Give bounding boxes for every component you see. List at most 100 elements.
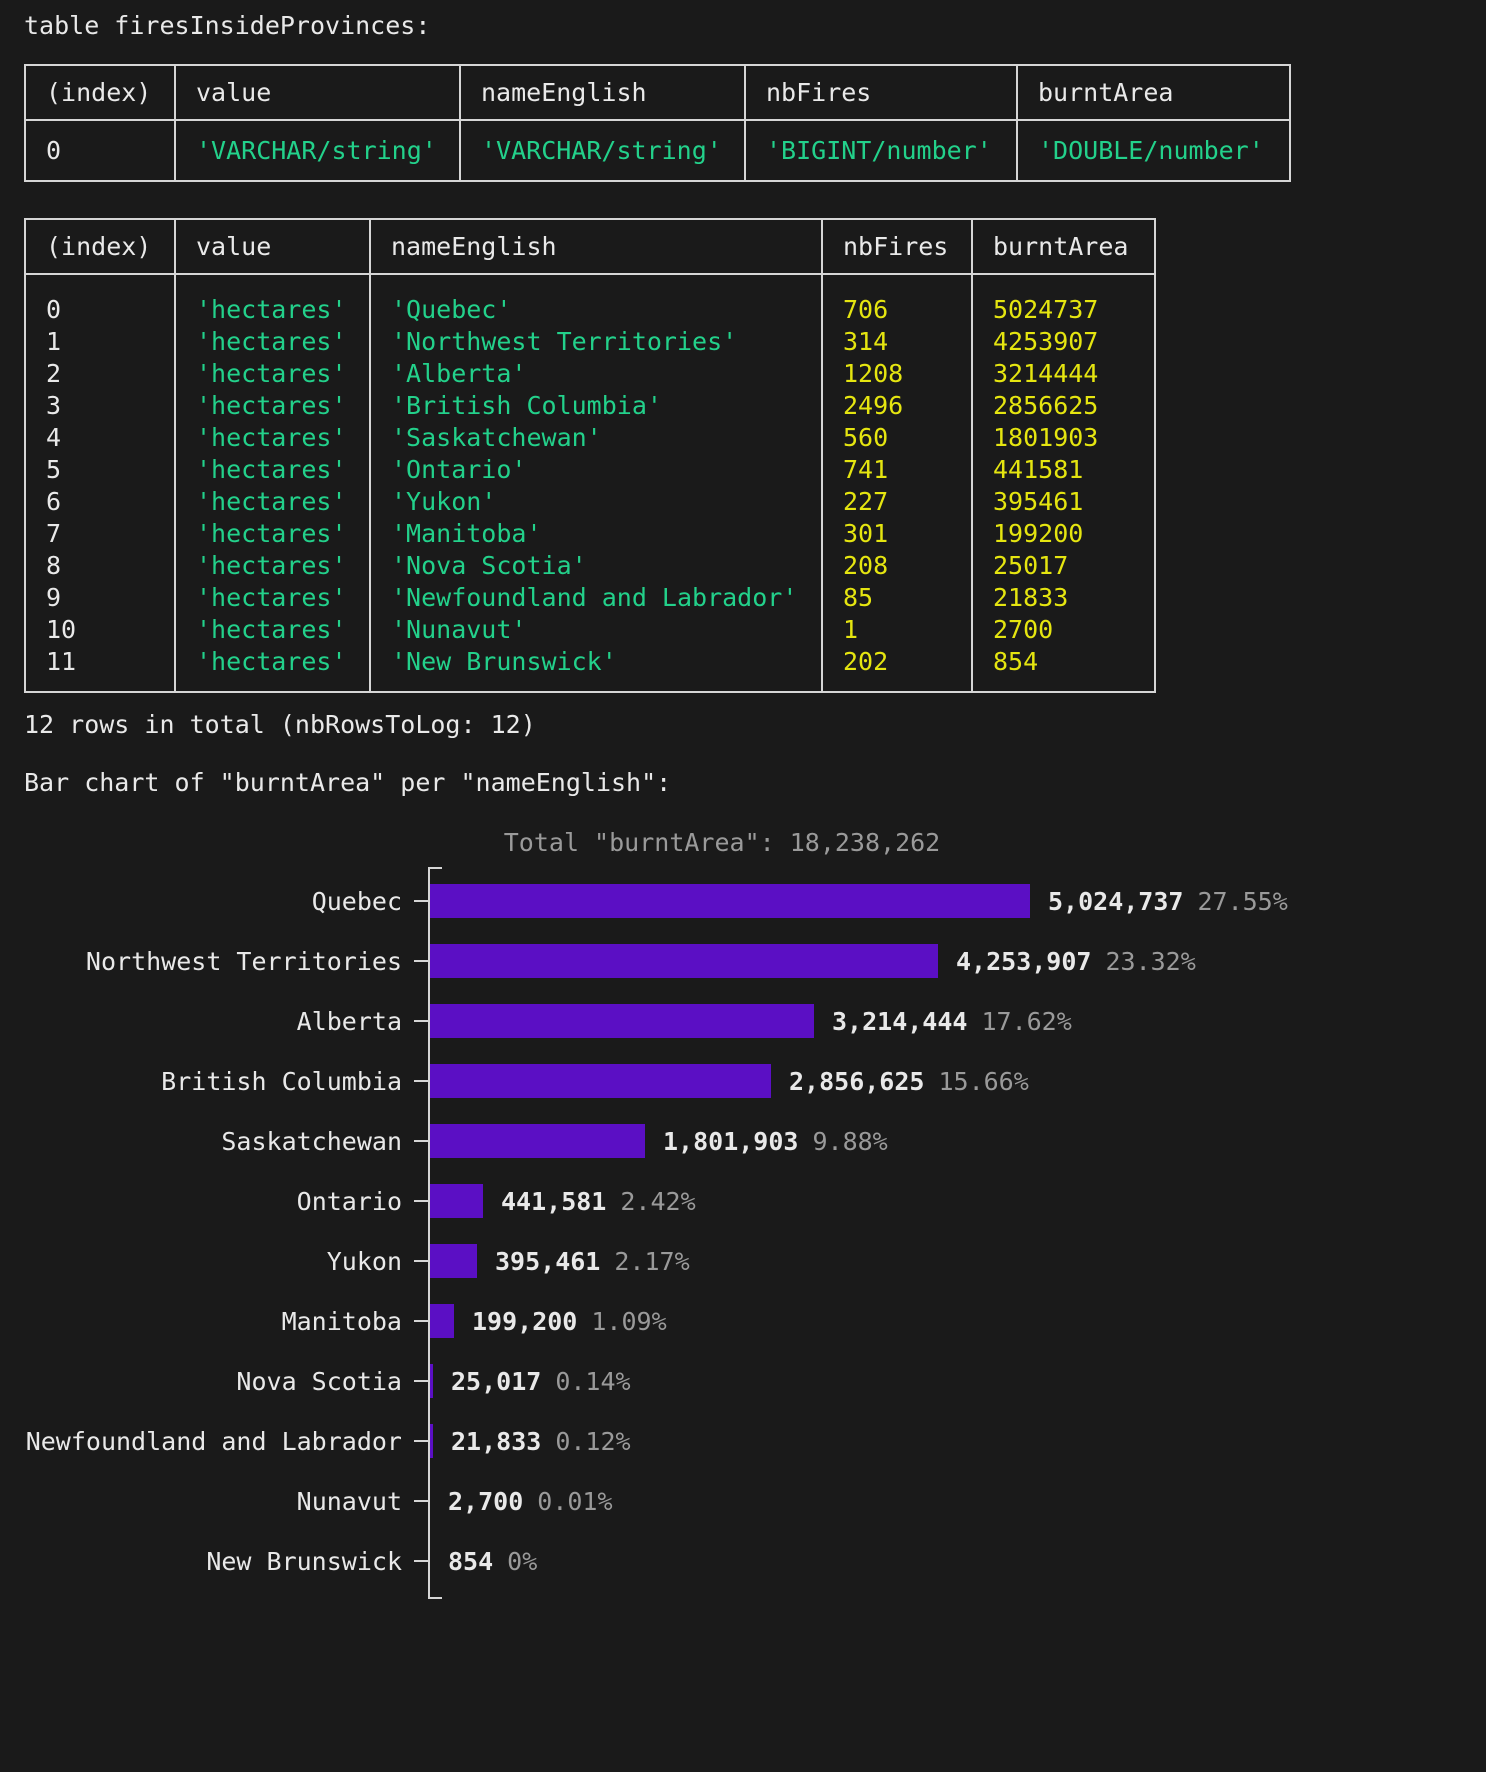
- column-header: nameEnglish: [459, 64, 746, 121]
- bar-percent-label: 0.14%: [555, 1366, 631, 1396]
- chart-bar-zone: 199,200 1.09%: [428, 1304, 1462, 1338]
- bar-value-label: 25,017: [451, 1366, 542, 1396]
- table-row: 10'hectares' 'Nunavut' 1 2700: [24, 614, 1156, 646]
- table-cell: 11: [24, 646, 176, 692]
- bar-percent-label: 0.12%: [555, 1426, 631, 1456]
- table-cell: 395461: [971, 486, 1156, 518]
- bar-value-label: 1,801,903: [663, 1126, 799, 1156]
- table-row: 5'hectares' 'Ontario' 741 441581: [24, 454, 1156, 486]
- column-header: nameEnglish: [369, 218, 823, 275]
- table-row: 4'hectares' 'Saskatchewan' 560 1801903: [24, 422, 1156, 454]
- table-row: 2'hectares' 'Alberta' 1208 3214444: [24, 358, 1156, 390]
- column-header: nbFires: [821, 218, 973, 275]
- column-header: burntArea: [1016, 64, 1291, 121]
- bar-percent-label: 2.42%: [620, 1186, 696, 1216]
- axis-tick: [414, 1320, 428, 1322]
- bar-value-label: 854: [448, 1546, 494, 1576]
- table-cell: 'hectares': [174, 358, 371, 390]
- axis-tick: [414, 1200, 428, 1202]
- chart-row: Yukon 395,461 2.17%: [24, 1231, 1462, 1291]
- table-cell: 1: [24, 326, 176, 358]
- bar-percent-label: 17.62%: [981, 1006, 1072, 1036]
- chart-row: Saskatchewan 1,801,903 9.88%: [24, 1111, 1462, 1171]
- table-cell: 1801903: [971, 422, 1156, 454]
- chart-category-label: Alberta: [296, 1006, 402, 1036]
- table-cell: 'VARCHAR/string': [174, 119, 461, 182]
- table-cell: 706: [821, 274, 973, 326]
- chart-bar-zone: 2,856,625 15.66%: [428, 1064, 1462, 1098]
- bar-value-label: 21,833: [451, 1426, 542, 1456]
- table-cell: 'hectares': [174, 454, 371, 486]
- table-cell: 'BIGINT/number': [744, 119, 1018, 182]
- table-cell: 'Nova Scotia': [369, 550, 823, 582]
- table-cell: 'New Brunswick': [369, 646, 823, 692]
- chart-row: Quebec 5,024,737 27.55%: [24, 871, 1462, 931]
- table-cell: 4: [24, 422, 176, 454]
- chart-bar: [430, 1184, 483, 1218]
- bar-value-label: 2,856,625: [789, 1066, 925, 1096]
- table-cell: 'Northwest Territories': [369, 326, 823, 358]
- table-cell: 7: [24, 518, 176, 550]
- chart-category-label: New Brunswick: [206, 1546, 402, 1576]
- bar-percent-label: 9.88%: [812, 1126, 888, 1156]
- chart-row: Manitoba 199,200 1.09%: [24, 1291, 1462, 1351]
- chart-bar: [430, 1124, 645, 1158]
- axis-tick: [414, 1020, 428, 1022]
- chart-bar-zone: 3,214,444 17.62%: [428, 1004, 1462, 1038]
- table-cell: 3: [24, 390, 176, 422]
- table-cell: 'hectares': [174, 326, 371, 358]
- table-cell: 'hectares': [174, 422, 371, 454]
- row-count-summary: 12 rows in total (nbRowsToLog: 12): [24, 710, 536, 739]
- table-cell: 'VARCHAR/string': [459, 119, 746, 182]
- chart-bar: [430, 884, 1030, 918]
- table-cell: 9: [24, 582, 176, 614]
- axis-tick: [414, 960, 428, 962]
- chart-row: Nunavut 2,700 0.01%: [24, 1471, 1462, 1531]
- table-cell: 21833: [971, 582, 1156, 614]
- table-body: 0 'VARCHAR/string' 'VARCHAR/string' 'BIGINT…: [24, 119, 1291, 182]
- table-log-title: table firesInsideProvinces:: [24, 11, 431, 40]
- bar-value-label: 4,253,907: [956, 946, 1092, 976]
- chart-bar-zone: 2,700 0.01%: [428, 1484, 1462, 1518]
- chart-bar: [430, 1064, 771, 1098]
- table-cell: 854: [971, 646, 1156, 692]
- table-cell: 6: [24, 486, 176, 518]
- chart-category-label: Northwest Territories: [85, 946, 402, 976]
- table-cell: 'Saskatchewan': [369, 422, 823, 454]
- bar-value-label: 441,581: [501, 1186, 607, 1216]
- table-cell: 'hectares': [174, 274, 371, 326]
- table-cell: 1208: [821, 358, 973, 390]
- table-cell: 301: [821, 518, 973, 550]
- table-head: (index) value nameEnglish nbFires burntArea: [24, 64, 1291, 121]
- chart-category-label: Saskatchewan: [221, 1126, 402, 1156]
- chart-category-label: Newfoundland and Labrador: [25, 1426, 402, 1456]
- chart-row: Ontario 441,581 2.42%: [24, 1171, 1462, 1231]
- column-header: burntArea: [971, 218, 1156, 275]
- axis-tick: [414, 1440, 428, 1442]
- table-cell: 2856625: [971, 390, 1156, 422]
- table-cell: 'British Columbia': [369, 390, 823, 422]
- table-cell: 0: [24, 119, 176, 182]
- table-row: 11'hectares' 'New Brunswick' 202 854: [24, 646, 1156, 692]
- chart-bar: [430, 1004, 814, 1038]
- bar-percent-label: 23.32%: [1105, 946, 1196, 976]
- chart-category-label: Yukon: [326, 1246, 402, 1276]
- chart-bar-zone: 395,461 2.17%: [428, 1244, 1462, 1278]
- column-header: value: [174, 64, 461, 121]
- table-cell: 2496: [821, 390, 973, 422]
- table-cell: 1: [821, 614, 973, 646]
- table-cell: 202: [821, 646, 973, 692]
- table-row: 3'hectares' 'British Columbia' 2496 2856625: [24, 390, 1156, 422]
- chart-bar-zone: 21,833 0.12%: [428, 1424, 1462, 1458]
- table-cell: 441581: [971, 454, 1156, 486]
- table-cell: 'Ontario': [369, 454, 823, 486]
- chart-bar: [430, 1304, 454, 1338]
- table-row: 7'hectares' 'Manitoba' 301 199200: [24, 518, 1156, 550]
- table-row: 8'hectares' 'Nova Scotia' 208 25017: [24, 550, 1156, 582]
- table-cell: 0: [24, 274, 176, 326]
- bar-value-label: 3,214,444: [832, 1006, 968, 1036]
- chart-category-label: Quebec: [311, 886, 402, 916]
- chart-heading: Bar chart of "burntArea" per "nameEnglis…: [24, 768, 672, 797]
- table-body: 0'hectares' 'Quebec' 706 5024737 1'hectares'…: [24, 274, 1156, 692]
- chart-row: Alberta 3,214,444 17.62%: [24, 991, 1462, 1051]
